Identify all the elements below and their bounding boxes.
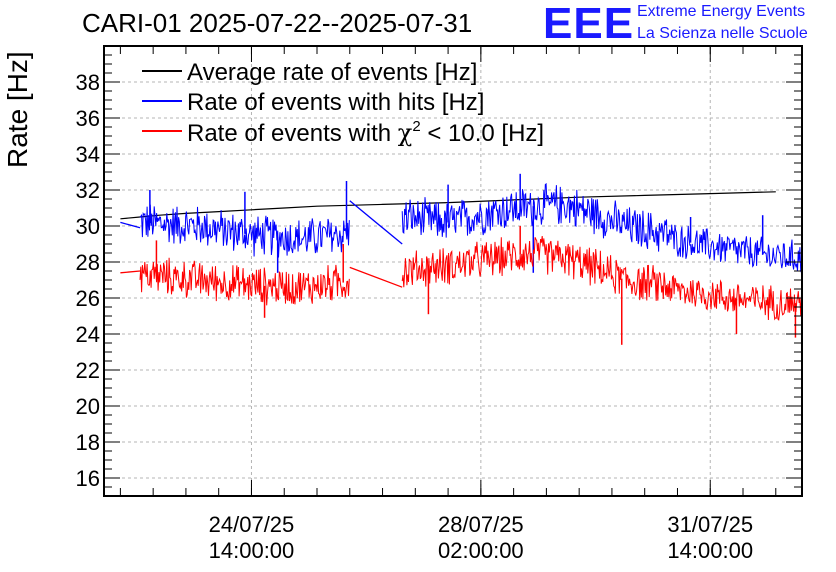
legend-chi2-symbol: χ (398, 119, 413, 147)
series-noise-trace (401, 236, 671, 301)
chart-title: CARI-01 2025-07-22--2025-07-31 (82, 8, 473, 38)
series-connector (349, 266, 403, 288)
y-tick-label: 30 (76, 214, 100, 239)
x-tick-label-time: 14:00:00 (667, 538, 753, 563)
series-noise-trace (670, 224, 802, 273)
series-noise-trace (139, 204, 350, 258)
y-tick-label: 38 (76, 70, 100, 95)
series-0 (120, 191, 776, 220)
series-1 (120, 173, 802, 273)
series-connector (120, 221, 141, 229)
average-rate-line (120, 191, 776, 220)
legend-chi2-prefix: Rate of events with (187, 120, 398, 147)
y-tick-label: 34 (76, 142, 100, 167)
x-tick-label-date: 31/07/25 (667, 512, 753, 537)
y-tick-label: 36 (76, 106, 100, 131)
series-connector (120, 270, 141, 274)
x-tick-label-date: 24/07/25 (209, 512, 295, 537)
legend-chi2-suffix: < 10.0 [Hz] (421, 120, 544, 147)
x-tick-label-date: 28/07/25 (438, 512, 524, 537)
series-2 (120, 226, 802, 345)
logo-text-line1: Extreme Energy Events (637, 3, 806, 20)
x-tick-label-time: 02:00:00 (438, 538, 524, 563)
legend: Average rate of events [Hz] Rate of even… (142, 59, 544, 147)
y-tick-label: 16 (76, 466, 100, 491)
y-tick-label: 20 (76, 394, 100, 419)
y-tick-label: 24 (76, 322, 100, 347)
axes-layer: 16182022242628303234363824/07/2514:00:00… (76, 45, 803, 563)
series-connector (349, 200, 403, 245)
legend-label-average: Average rate of events [Hz] (187, 59, 477, 86)
eee-logo-mark: EEE (543, 0, 635, 48)
y-tick-label: 32 (76, 178, 100, 203)
x-tick-label-time: 14:00:00 (209, 538, 295, 563)
series-noise-trace (401, 182, 671, 252)
y-tick-label: 22 (76, 358, 100, 383)
y-tick-label: 26 (76, 286, 100, 311)
logo-text-line2: La Scienza nelle Scuole (637, 25, 808, 42)
legend-label-hits: Rate of events with hits [Hz] (187, 89, 484, 116)
series-layer (120, 173, 802, 345)
grid-layer (104, 46, 802, 496)
y-tick-label: 28 (76, 250, 100, 275)
legend-label-chi2: Rate of events with χ2 < 10.0 [Hz] (187, 118, 544, 147)
series-noise-trace (139, 257, 350, 306)
legend-chi2-superscript: 2 (412, 118, 420, 135)
y-tick-label: 18 (76, 430, 100, 455)
